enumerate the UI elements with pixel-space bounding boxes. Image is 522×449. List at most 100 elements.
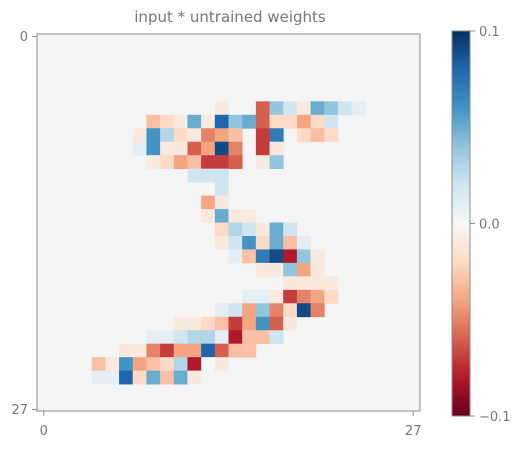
- heatmap-cell: [283, 235, 298, 250]
- heatmap-cell: [187, 316, 202, 331]
- heatmap-cell: [296, 128, 311, 143]
- heatmap-cell: [310, 289, 325, 304]
- heatmap-cell: [132, 141, 147, 156]
- heatmap-cell: [214, 114, 229, 129]
- heatmap-cell: [310, 101, 325, 116]
- colorbar-tick-label: 0.1: [479, 25, 500, 40]
- heatmap-cell: [296, 249, 311, 264]
- heatmap-cell: [269, 155, 284, 170]
- heatmap-cell: [283, 262, 298, 277]
- heatmap-cell: [214, 141, 229, 156]
- heatmap-cell: [228, 330, 243, 345]
- heatmap-cell: [228, 343, 243, 358]
- heatmap-cell: [214, 155, 229, 170]
- heatmap-cell: [269, 316, 284, 331]
- heatmap-cell: [132, 370, 147, 385]
- heatmap-cell: [269, 262, 284, 277]
- heatmap-cell: [255, 330, 270, 345]
- heatmap-cell: [173, 114, 188, 129]
- heatmap-cell: [146, 155, 161, 170]
- heatmap-cell: [187, 114, 202, 129]
- heatmap-cell: [310, 114, 325, 129]
- heatmap-cell: [146, 370, 161, 385]
- heatmap-cell: [173, 370, 188, 385]
- colorbar-tick-label: −0.1: [479, 410, 511, 425]
- heatmap-cell: [214, 209, 229, 223]
- heatmap-cell: [242, 303, 257, 318]
- heatmap-cell: [269, 249, 284, 264]
- heatmap-cell: [173, 155, 188, 170]
- heatmap-cell: [119, 343, 134, 358]
- heatmap-cell: [269, 141, 284, 156]
- heatmap-cell: [146, 128, 161, 143]
- heatmap-cell: [173, 141, 188, 156]
- heatmap-cell: [269, 235, 284, 250]
- heatmap-cell: [310, 276, 325, 291]
- heatmap-cell: [187, 330, 202, 345]
- heatmap-cell: [160, 357, 175, 371]
- plot-frame: [36, 33, 421, 412]
- heatmap-cell: [269, 128, 284, 143]
- heatmap-cell: [296, 303, 311, 318]
- heatmap-cell: [214, 330, 229, 345]
- x-tick-label-0: 0: [40, 424, 48, 439]
- heatmap-cell: [201, 330, 216, 345]
- heatmap-cell: [187, 141, 202, 156]
- heatmap-cell: [255, 289, 270, 304]
- heatmap-cell: [324, 289, 339, 304]
- heatmap-cell: [201, 209, 216, 223]
- heatmap-cell: [173, 330, 188, 345]
- heatmap-cell: [242, 114, 257, 129]
- heatmap-cell: [201, 141, 216, 156]
- heatmap-cell: [242, 209, 257, 223]
- heatmap-cell: [201, 155, 216, 170]
- colorbar-tick-label: 0.0: [479, 218, 500, 233]
- heatmap-cell: [214, 222, 229, 237]
- heatmap-cell: [146, 343, 161, 358]
- heatmap-cell: [255, 114, 270, 129]
- heatmap-cell: [214, 357, 229, 371]
- heatmap-cell: [160, 128, 175, 143]
- heatmap-cell: [228, 114, 243, 129]
- x-tick-label-27: 27: [405, 424, 422, 439]
- heatmap-cell: [119, 370, 134, 385]
- heatmap-cell: [187, 155, 202, 170]
- heatmap-cell: [228, 249, 243, 264]
- heatmap-cell: [173, 357, 188, 371]
- heatmap-cell: [310, 249, 325, 264]
- heatmap-cell: [296, 235, 311, 250]
- heatmap-cell: [283, 114, 298, 129]
- heatmap-cell: [173, 316, 188, 331]
- heatmap-cell: [296, 262, 311, 277]
- heatmap-cell: [310, 262, 325, 277]
- heatmap-cell: [255, 249, 270, 264]
- heatmap-cell: [283, 303, 298, 318]
- heatmap-cell: [228, 155, 243, 170]
- heatmap-cell: [283, 222, 298, 237]
- heatmap-cell: [228, 235, 243, 250]
- heatmap-cell: [214, 101, 229, 116]
- heatmap-cell: [91, 357, 106, 371]
- heatmap-cell: [187, 168, 202, 183]
- heatmap-cell: [283, 316, 298, 331]
- y-tick-label-27: 27: [11, 403, 28, 418]
- heatmap-cell: [296, 289, 311, 304]
- heatmap-cell: [201, 195, 216, 210]
- heatmap-cell: [160, 114, 175, 129]
- heatmap-cell: [255, 101, 270, 116]
- heatmap-cell: [269, 330, 284, 345]
- heatmap-cell: [283, 249, 298, 264]
- heatmap-cell: [242, 330, 257, 345]
- heatmap-cell: [255, 155, 270, 170]
- heatmap-cell: [214, 235, 229, 250]
- heatmap-cell: [255, 141, 270, 156]
- heatmap-cell: [255, 235, 270, 250]
- heatmap-cell: [173, 128, 188, 143]
- heatmap-cell: [91, 370, 106, 385]
- heatmap-cell: [173, 343, 188, 358]
- colorbar-ticks: 0.1 0.0 −0.1: [470, 25, 511, 425]
- heatmap-cell: [132, 128, 147, 143]
- heatmap-cell: [160, 155, 175, 170]
- heatmap-cell: [283, 289, 298, 304]
- heatmap-cell: [187, 370, 202, 385]
